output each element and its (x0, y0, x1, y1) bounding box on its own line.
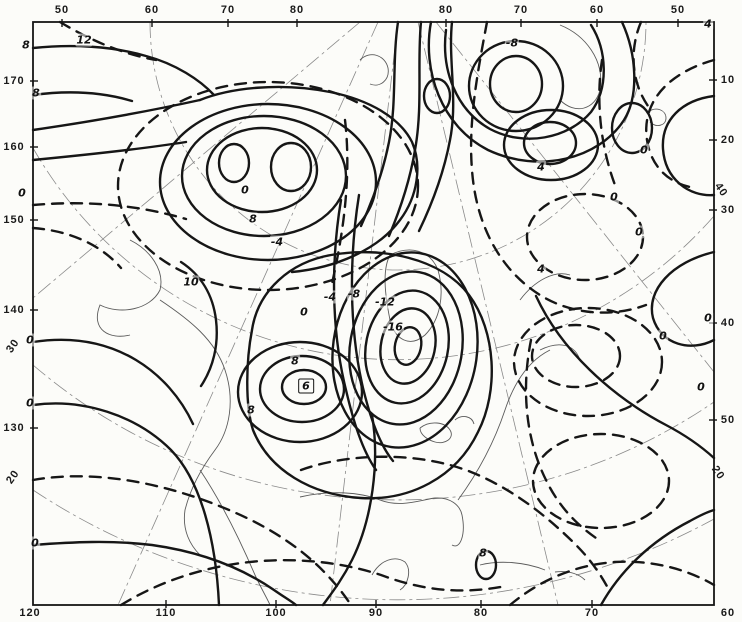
map-border (32, 21, 715, 606)
axis-tick-marks (30, 19, 717, 608)
graticule-lines (32, 21, 715, 606)
dashed-contours (31, 20, 716, 607)
solid-contours (31, 20, 716, 607)
